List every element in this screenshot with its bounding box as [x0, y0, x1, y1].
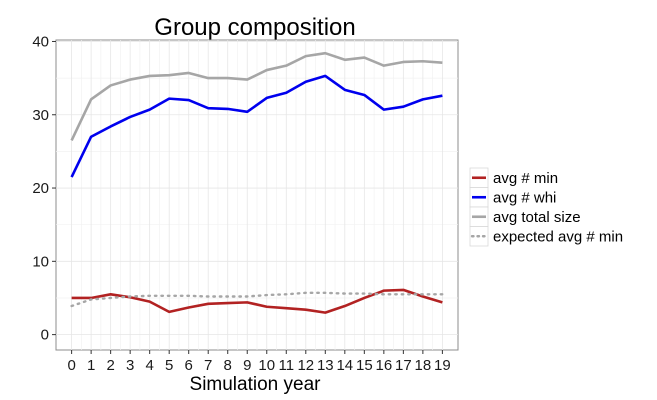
legend-label: avg # min	[493, 170, 558, 187]
x-tick-label: 5	[165, 357, 173, 374]
x-tick-label: 16	[376, 357, 393, 374]
series-lines	[70, 51, 444, 314]
legend-label: avg total size	[493, 209, 581, 226]
x-tick-label: 11	[278, 357, 294, 374]
x-tick-label: 2	[106, 357, 114, 374]
x-tick-label: 9	[243, 357, 251, 374]
x-tick-label: 17	[395, 357, 412, 374]
x-tick-label: 6	[185, 357, 193, 374]
x-tick-label: 18	[415, 357, 432, 374]
x-tick-label: 12	[297, 357, 314, 374]
x-tick-label: 15	[356, 357, 373, 374]
y-tick-label: 10	[32, 253, 49, 270]
y-tick-label: 40	[32, 33, 49, 50]
x-tick-label: 13	[317, 357, 334, 374]
x-tick-label: 7	[204, 357, 212, 374]
chart-title: Group composition	[154, 14, 355, 41]
legend: avg # min avg # whi avg total size expected…	[469, 167, 623, 247]
x-tick-label: 8	[224, 357, 232, 374]
x-tick-label: 14	[336, 357, 353, 374]
legend-label: avg # whi	[493, 189, 556, 206]
y-tick-label: 30	[32, 107, 49, 124]
legend-label: expected avg # min	[493, 228, 623, 245]
x-axis-title: Simulation year	[190, 374, 322, 395]
y-tick-label: 20	[32, 180, 49, 197]
y-tick-label: 0	[41, 327, 49, 344]
series-line-0	[71, 288, 443, 314]
x-tick-label: 19	[434, 357, 451, 374]
x-tick-label: 0	[67, 357, 75, 374]
x-tick-label: 1	[87, 357, 95, 374]
x-tick-label: 10	[258, 357, 275, 374]
x-tick-label: 3	[126, 357, 134, 374]
series-line-2	[70, 51, 443, 141]
x-tick-label: 4	[145, 357, 153, 374]
series-line-1	[70, 74, 443, 178]
